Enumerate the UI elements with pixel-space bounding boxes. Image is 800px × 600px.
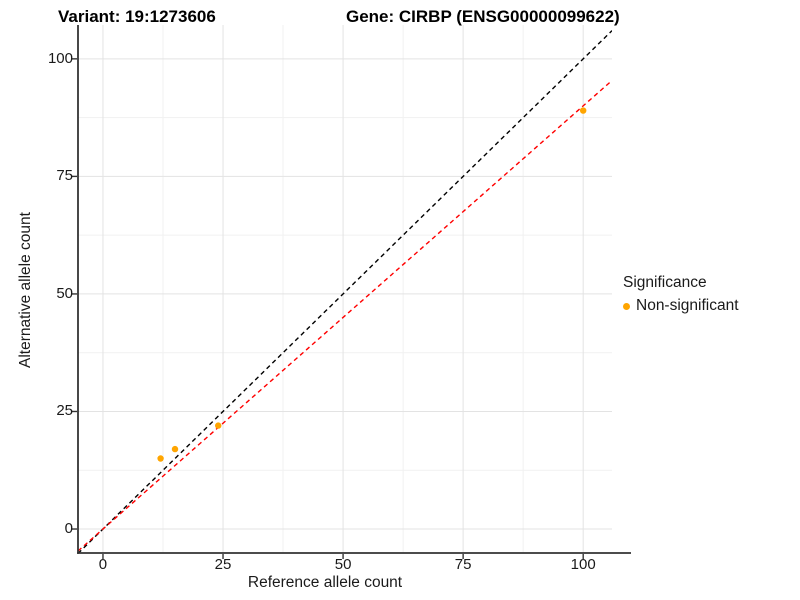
x-tick-label: 100 <box>570 556 596 573</box>
x-tick-label: 25 <box>214 556 232 573</box>
plot-title-gene: Gene: CIRBP (ENSG00000099622) <box>346 7 620 26</box>
legend-items: Non-significant <box>623 297 739 315</box>
x-axis-label: Reference allele count <box>247 574 403 591</box>
identity-line <box>78 30 612 553</box>
y-tick-label: 50 <box>56 284 73 302</box>
y-tick-label: 0 <box>64 520 73 538</box>
legend-title: Significance <box>623 274 707 291</box>
legend-item: Non-significant <box>623 297 739 315</box>
y-tick-label: 100 <box>47 49 73 67</box>
plot-title-variant: Variant: 19:1273606 <box>58 7 216 26</box>
y-tick-label: 25 <box>56 402 73 420</box>
data-point <box>157 455 164 462</box>
x-tick-label: 0 <box>98 556 108 573</box>
data-point <box>171 445 179 453</box>
legend-item-label: Non-significant <box>636 297 739 314</box>
x-tick-label: 75 <box>454 556 472 573</box>
y-tick-label: 75 <box>56 167 73 185</box>
legend: Significance Non-significant <box>623 274 739 315</box>
legend-point-icon <box>623 302 630 310</box>
fit-line <box>78 79 612 552</box>
data-point <box>579 107 587 114</box>
data-point <box>215 422 222 429</box>
x-tick-label: 50 <box>334 556 352 573</box>
